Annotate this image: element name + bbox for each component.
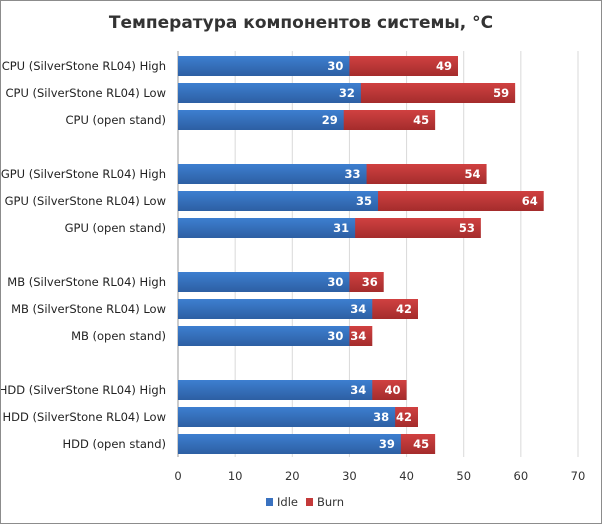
legend-label-burn: Burn xyxy=(317,495,344,509)
data-label-burn: 53 xyxy=(459,221,475,235)
x-tick-label: 70 xyxy=(571,469,586,483)
category-label: HDD (SilverStone RL04) High xyxy=(1,383,166,397)
data-label-burn: 40 xyxy=(385,383,401,397)
bar-idle xyxy=(178,56,350,76)
category-label: HDD (SilverStone RL04) Low xyxy=(3,410,166,424)
bar-idle xyxy=(178,218,356,238)
data-label-burn: 36 xyxy=(362,275,378,289)
data-label-burn: 34 xyxy=(350,329,366,343)
category-label: GPU (open stand) xyxy=(65,221,166,235)
data-label-idle: 35 xyxy=(356,194,372,208)
data-label-idle: 31 xyxy=(333,221,349,235)
bar-idle xyxy=(178,326,350,346)
bar-idle xyxy=(178,299,373,319)
data-label-idle: 32 xyxy=(339,86,355,100)
category-label: CPU (open stand) xyxy=(65,113,166,127)
data-label-burn: 59 xyxy=(493,86,509,100)
data-label-idle: 34 xyxy=(350,302,366,316)
category-label: GPU (SilverStone RL04) High xyxy=(1,167,166,181)
bar-idle xyxy=(178,434,401,454)
bar-idle xyxy=(178,83,361,103)
legend-swatch-idle xyxy=(266,498,273,506)
data-label-idle: 30 xyxy=(327,59,343,73)
x-tick-label: 20 xyxy=(285,469,300,483)
data-label-idle: 38 xyxy=(373,410,389,424)
data-label-idle: 29 xyxy=(322,113,338,127)
category-label: HDD (open stand) xyxy=(63,437,166,451)
bar-idle xyxy=(178,380,373,400)
data-label-idle: 39 xyxy=(379,437,395,451)
data-label-burn: 42 xyxy=(396,302,412,316)
x-tick-label: 30 xyxy=(342,469,357,483)
x-tick-label: 50 xyxy=(456,469,471,483)
data-label-burn: 54 xyxy=(465,167,481,181)
x-tick-label: 40 xyxy=(399,469,414,483)
legend-label-idle: Idle xyxy=(277,495,298,509)
data-label-idle: 30 xyxy=(327,329,343,343)
data-label-idle: 34 xyxy=(350,383,366,397)
category-label: GPU (SilverStone RL04) Low xyxy=(5,194,166,208)
chart-title: Температура компонентов системы, °C xyxy=(108,13,494,33)
bar-idle xyxy=(178,164,367,184)
data-label-burn: 45 xyxy=(413,113,429,127)
data-label-burn: 49 xyxy=(436,59,452,73)
data-label-burn: 45 xyxy=(413,437,429,451)
bar-idle xyxy=(178,272,350,292)
x-tick-label: 10 xyxy=(228,469,243,483)
category-label: MB (SilverStone RL04) Low xyxy=(11,302,166,316)
bar-idle xyxy=(178,191,378,211)
category-label: CPU (SilverStone RL04) Low xyxy=(5,86,166,100)
bar-idle xyxy=(178,110,344,130)
data-label-idle: 30 xyxy=(327,275,343,289)
x-tick-label: 0 xyxy=(174,469,181,483)
legend-swatch-burn xyxy=(306,498,313,506)
category-label: MB (open stand) xyxy=(71,329,166,343)
data-label-burn: 42 xyxy=(396,410,412,424)
category-label: CPU (SilverStone RL04) High xyxy=(2,59,166,73)
data-label-idle: 33 xyxy=(345,167,361,181)
category-label: MB (SilverStone RL04) High xyxy=(7,275,166,289)
data-label-burn: 64 xyxy=(522,194,538,208)
x-tick-label: 60 xyxy=(514,469,529,483)
bar-idle xyxy=(178,407,396,427)
